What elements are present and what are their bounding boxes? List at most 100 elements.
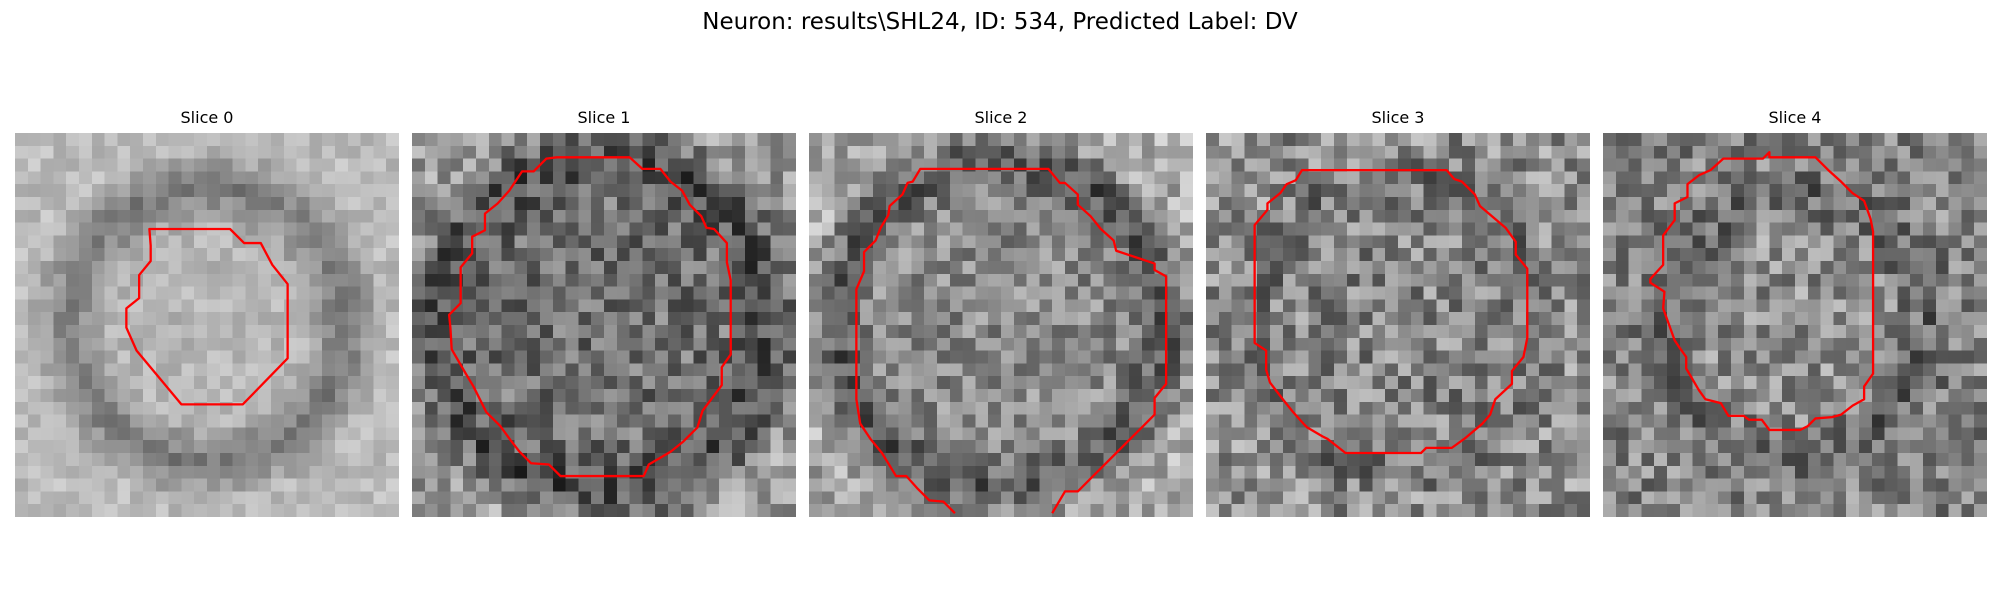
slice-pixel [1782,145,1796,159]
slice-pixel [1974,184,1987,198]
slice-pixel [1935,427,1949,441]
slice-pixel [1820,478,1834,492]
slice-pixel [1615,350,1629,364]
slice-pixel [924,235,938,249]
slice-pixel [1538,389,1552,403]
slice-pixel [283,184,297,198]
slice-pixel [975,235,989,249]
slice-pixel [1679,222,1693,236]
slice-pixel [1743,350,1757,364]
slice-pixel [1641,171,1655,185]
slice-pixel [1884,273,1898,287]
slice-pixel [1154,491,1168,505]
slice-pixel [514,478,528,492]
slice-pixel [783,286,796,300]
slice-pixel [1295,248,1309,262]
slice-pixel [988,197,1002,211]
slice-pixel [591,491,605,505]
slice-pixel [514,299,528,313]
slice-pixel [1410,350,1424,364]
slice-pixel [130,440,144,454]
slice-pixel [1423,299,1437,313]
slice-pixel [1154,235,1168,249]
slice-pixel [514,312,528,326]
slice-pixel [79,491,93,505]
slice-pixel [1718,235,1732,249]
slice-pixel [1705,325,1719,339]
slice-pixel [527,312,541,326]
slice-pixel [873,299,887,313]
slice-pixel [860,261,874,275]
slice-pixel [770,197,784,211]
slice-pixel [1090,440,1104,454]
slice-pixel [488,145,502,159]
slice-pixel [809,209,823,223]
slice-pixel [117,209,131,223]
slice-pixel [1948,389,1962,403]
slice-pixel [1295,350,1309,364]
slice-pixel [488,491,502,505]
slice-pixel [770,158,784,172]
slice-pixel [1910,197,1924,211]
slice-pixel [1897,235,1911,249]
slice-pixel [988,350,1002,364]
slice-pixel [1449,376,1463,390]
slice-pixel [1526,299,1540,313]
slice-pixel [360,325,374,339]
slice-pixel [1065,209,1079,223]
slice-pixel [1257,235,1271,249]
slice-pixel [1538,273,1552,287]
slice-pixel [1359,145,1373,159]
slice-title-0: Slice 0 [180,108,234,127]
slice-pixel [245,222,259,236]
slice-pixel [1398,184,1412,198]
slice-pixel [1346,491,1360,505]
slice-pixel [245,145,259,159]
slice-pixel [1295,453,1309,467]
slice-pixel [642,504,656,517]
slice-pixel [1948,248,1962,262]
slice-pixel [1180,235,1193,249]
slice-pixel [1398,389,1412,403]
slice-pixel [1052,465,1066,479]
slice-pixel [501,145,515,159]
slice-pixel [1257,222,1271,236]
slice-pixel [834,184,848,198]
slice-pixel [642,184,656,198]
slice-pixel [680,427,694,441]
slice-pixel [1257,184,1271,198]
slice-pixel [1129,414,1143,428]
slice-pixel [1910,273,1924,287]
slice-pixel [1807,273,1821,287]
slice-pixel [1372,145,1386,159]
slice-pixel [873,350,887,364]
slice-pixel [1487,491,1501,505]
slice-pixel [130,363,144,377]
slice-pixel [1859,171,1873,185]
slice-pixel [437,209,451,223]
slice-pixel [53,453,67,467]
slice-pixel [1679,453,1693,467]
slice-pixel [437,350,451,364]
slice-pixel [15,197,29,211]
slice-pixel [1846,504,1860,517]
slice-pixel [757,197,771,211]
slice-pixel [1321,440,1335,454]
slice-pixel [937,440,951,454]
slice-pixel [1500,491,1514,505]
slice-pixel [1474,261,1488,275]
slice-pixel [1244,133,1258,147]
slice-pixel [1065,414,1079,428]
slice-pixel [79,184,93,198]
slice-pixel [1141,440,1155,454]
slice-pixel [1577,209,1590,223]
slice-pixel [1692,248,1706,262]
slice-pixel [578,209,592,223]
slice-pixel [1743,427,1757,441]
slice-pixel [578,286,592,300]
slice-pixel [1935,312,1949,326]
slice-pixel [1001,337,1015,351]
slice-pixel [1513,145,1527,159]
slice-pixel [1231,478,1245,492]
slice-pixel [1500,261,1514,275]
